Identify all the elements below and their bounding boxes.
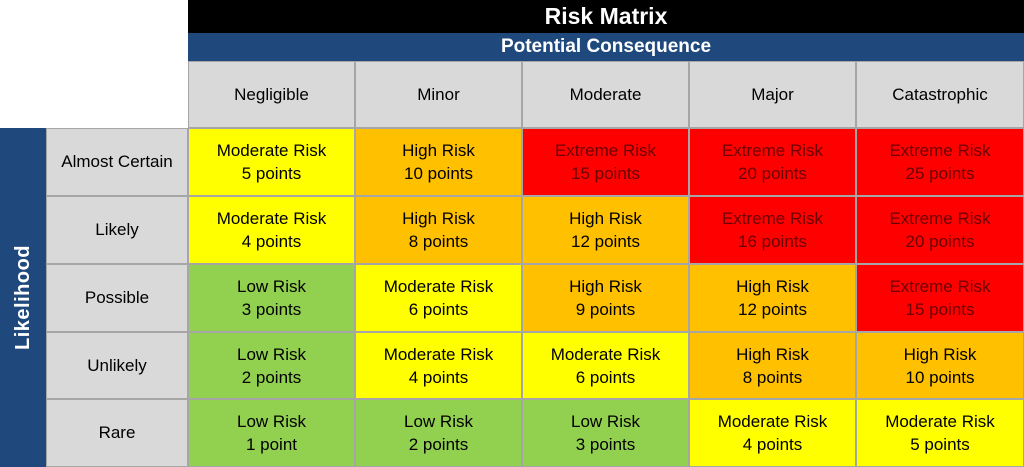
risk-points: 15 points bbox=[905, 300, 975, 319]
row-header-possible: Possible bbox=[46, 264, 188, 332]
risk-points: 15 points bbox=[571, 164, 640, 183]
column-header-major: Major bbox=[689, 61, 856, 128]
risk-cell-moderate: Moderate Risk 5 points bbox=[856, 399, 1024, 467]
risk-points: 20 points bbox=[738, 164, 807, 183]
risk-level-label: Extreme Risk bbox=[721, 141, 824, 160]
risk-cell-low: Low Risk 2 points bbox=[188, 332, 355, 399]
risk-points: 3 points bbox=[575, 435, 636, 454]
row-header-unlikely: Unlikely bbox=[46, 332, 188, 399]
risk-cell-moderate: Moderate Risk 4 points bbox=[188, 196, 355, 264]
risk-level-label: High Risk bbox=[903, 344, 977, 364]
risk-level-label: High Risk bbox=[569, 209, 642, 228]
risk-level-label: Extreme Risk bbox=[721, 209, 824, 228]
risk-points: 10 points bbox=[905, 367, 975, 387]
risk-points: 25 points bbox=[905, 164, 975, 183]
row-header-almost-certain: Almost Certain bbox=[46, 128, 188, 196]
column-header-moderate: Moderate bbox=[522, 61, 689, 128]
risk-level-label: Extreme Risk bbox=[554, 141, 657, 160]
likelihood-band: Likelihood bbox=[0, 128, 46, 467]
risk-cell-moderate: Moderate Risk 5 points bbox=[188, 128, 355, 196]
risk-points: 12 points bbox=[738, 300, 807, 319]
risk-points: 2 points bbox=[241, 367, 302, 387]
column-header-minor: Minor bbox=[355, 61, 522, 128]
risk-points: 4 points bbox=[742, 435, 803, 454]
risk-cell-extreme: Extreme Risk 20 points bbox=[689, 128, 856, 196]
risk-cell-low: Low Risk 2 points bbox=[355, 399, 522, 467]
risk-cell-moderate: Moderate Risk 4 points bbox=[689, 399, 856, 467]
risk-points: 4 points bbox=[408, 367, 469, 387]
risk-cell-low: Low Risk 3 points bbox=[522, 399, 689, 467]
risk-cell-moderate: Moderate Risk 6 points bbox=[522, 332, 689, 399]
risk-cell-extreme: Extreme Risk 25 points bbox=[856, 128, 1024, 196]
risk-level-label: Low Risk bbox=[571, 412, 640, 431]
risk-points: 16 points bbox=[738, 232, 807, 251]
row-header-likely: Likely bbox=[46, 196, 188, 264]
risk-cell-high: High Risk 10 points bbox=[856, 332, 1024, 399]
risk-points: 20 points bbox=[905, 232, 975, 251]
risk-cell-high: High Risk 12 points bbox=[522, 196, 689, 264]
risk-level-label: Extreme Risk bbox=[889, 141, 991, 160]
risk-level-label: High Risk bbox=[402, 141, 475, 160]
risk-cell-high: High Risk 8 points bbox=[355, 196, 522, 264]
risk-cell-low: Low Risk 3 points bbox=[188, 264, 355, 332]
risk-cell-extreme: Extreme Risk 15 points bbox=[856, 264, 1024, 332]
risk-level-label: Low Risk bbox=[404, 412, 473, 431]
risk-points: 5 points bbox=[910, 435, 970, 454]
risk-points: 6 points bbox=[408, 300, 469, 319]
risk-cell-extreme: Extreme Risk 15 points bbox=[522, 128, 689, 196]
risk-cell-extreme: Extreme Risk 20 points bbox=[856, 196, 1024, 264]
risk-level-label: Moderate Risk bbox=[550, 344, 661, 364]
risk-level-label: Moderate Risk bbox=[383, 344, 494, 364]
risk-cell-moderate: Moderate Risk 4 points bbox=[355, 332, 522, 399]
risk-level-label: High Risk bbox=[736, 277, 809, 296]
risk-level-label: Moderate Risk bbox=[717, 412, 828, 431]
risk-level-label: High Risk bbox=[736, 344, 809, 364]
row-header-rare: Rare bbox=[46, 399, 188, 467]
risk-cell-high: High Risk 8 points bbox=[689, 332, 856, 399]
matrix-title: Risk Matrix bbox=[188, 0, 1024, 33]
risk-cell-extreme: Extreme Risk 16 points bbox=[689, 196, 856, 264]
risk-points: 8 points bbox=[742, 367, 803, 387]
risk-points: 6 points bbox=[575, 367, 636, 387]
risk-points: 8 points bbox=[408, 232, 469, 251]
consequence-header: Potential Consequence bbox=[188, 33, 1024, 61]
risk-points: 1 point bbox=[245, 435, 298, 454]
risk-points: 9 points bbox=[575, 300, 636, 319]
risk-cell-moderate: Moderate Risk 6 points bbox=[355, 264, 522, 332]
risk-points: 10 points bbox=[404, 164, 473, 183]
risk-points: 3 points bbox=[241, 300, 302, 319]
risk-level-label: Moderate Risk bbox=[216, 141, 327, 160]
risk-level-label: Extreme Risk bbox=[889, 209, 991, 228]
risk-points: 5 points bbox=[241, 164, 302, 183]
risk-cell-high: High Risk 10 points bbox=[355, 128, 522, 196]
risk-cell-low: Low Risk 1 point bbox=[188, 399, 355, 467]
risk-points: 2 points bbox=[408, 435, 469, 454]
likelihood-label: Likelihood bbox=[11, 245, 34, 350]
risk-points: 4 points bbox=[241, 232, 302, 251]
risk-level-label: High Risk bbox=[569, 277, 642, 296]
risk-level-label: Low Risk bbox=[237, 277, 306, 296]
risk-level-label: Moderate Risk bbox=[383, 277, 494, 296]
risk-level-label: Low Risk bbox=[237, 412, 306, 431]
risk-level-label: Moderate Risk bbox=[885, 412, 995, 431]
column-header-negligible: Negligible bbox=[188, 61, 355, 128]
risk-level-label: Moderate Risk bbox=[216, 209, 327, 228]
risk-level-label: Extreme Risk bbox=[889, 277, 991, 296]
column-header-catastrophic: Catastrophic bbox=[856, 61, 1024, 128]
risk-points: 12 points bbox=[571, 232, 640, 251]
risk-level-label: High Risk bbox=[402, 209, 475, 228]
risk-cell-high: High Risk 9 points bbox=[522, 264, 689, 332]
risk-level-label: Low Risk bbox=[237, 344, 306, 364]
risk-cell-high: High Risk 12 points bbox=[689, 264, 856, 332]
